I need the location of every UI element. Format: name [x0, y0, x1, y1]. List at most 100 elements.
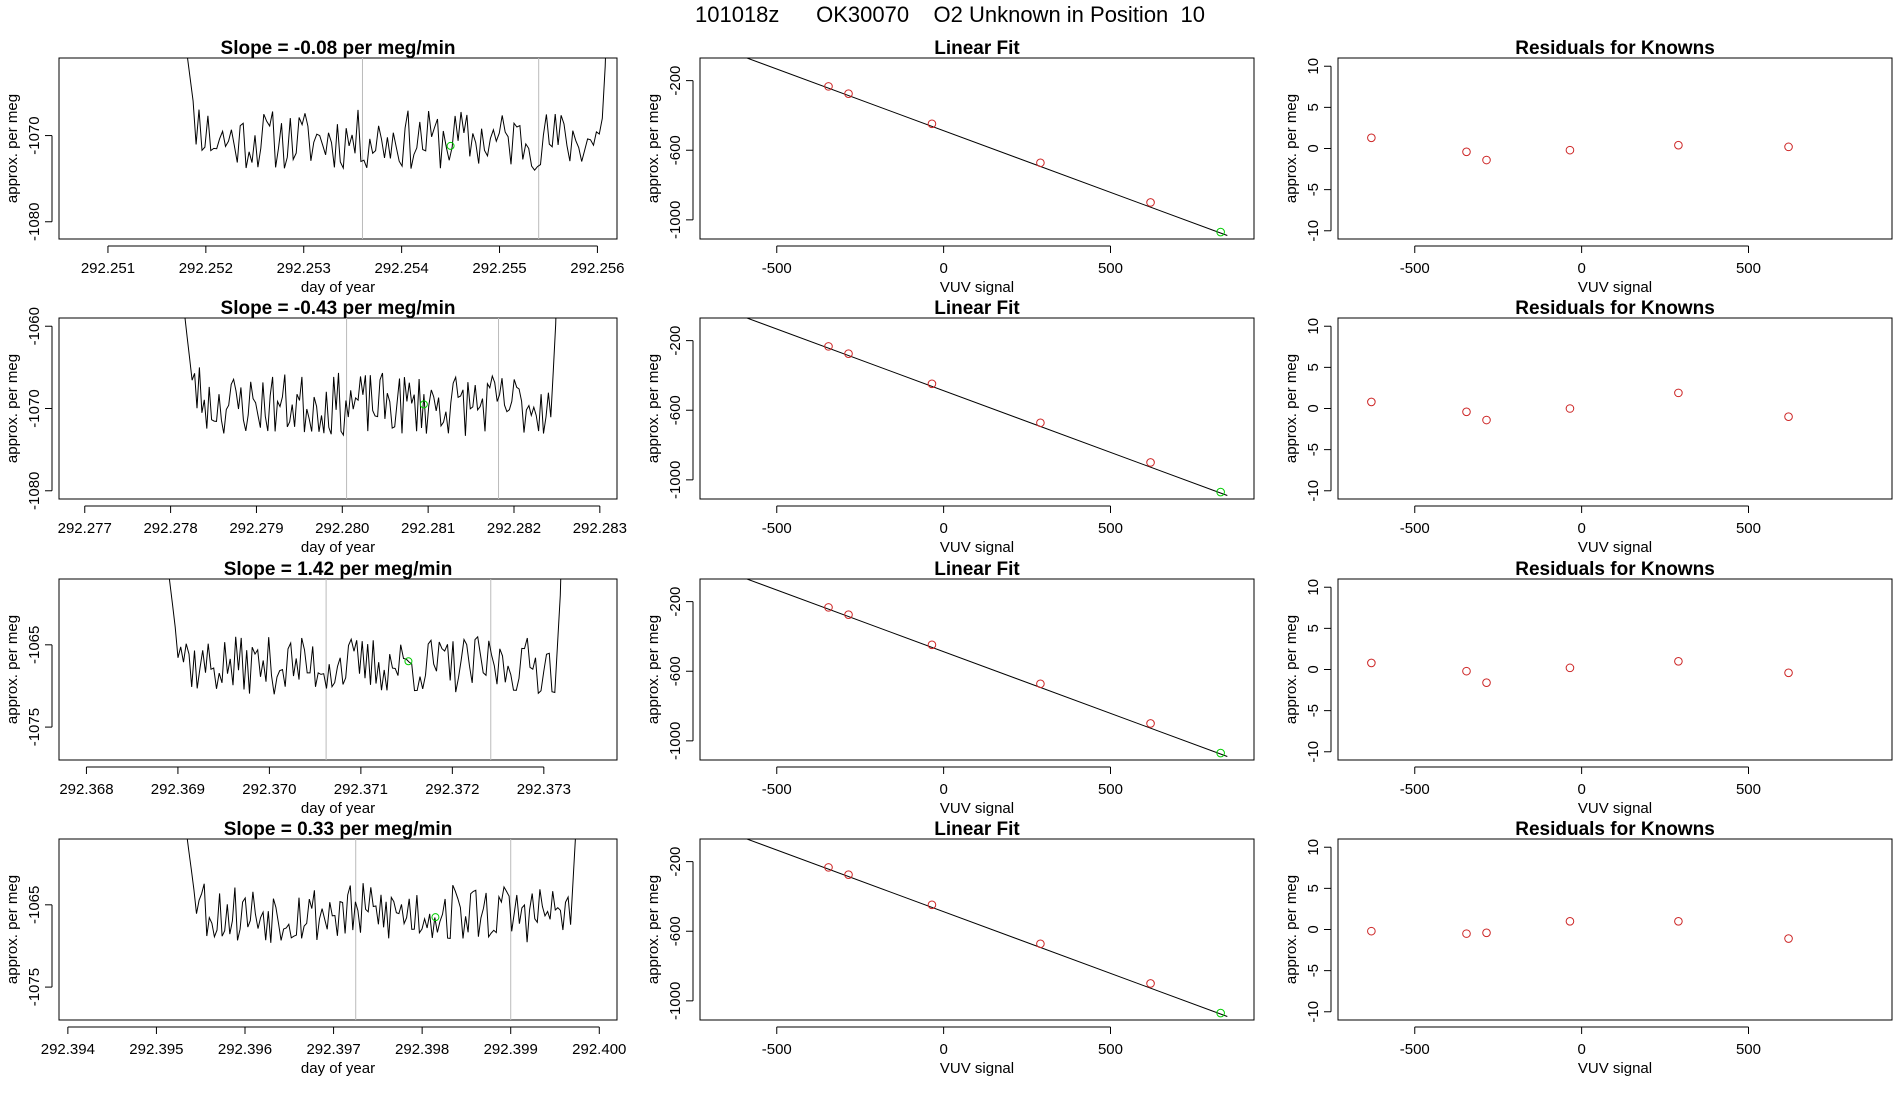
plot-box [699, 57, 1255, 240]
panel-title: Slope = -0.43 per meg/min [221, 298, 456, 319]
x-tick-label: 292.368 [59, 781, 113, 798]
known-point [824, 603, 833, 612]
y-tick-label: 5 [1305, 884, 1322, 892]
known-point [1482, 415, 1491, 425]
x-tick-label: -500 [1400, 520, 1430, 537]
y-tick-label: -1080 [26, 472, 43, 510]
y-tick-label: -200 [667, 326, 684, 356]
x-tick-label: 292.254 [375, 260, 429, 277]
y-tick-label: -5 [1305, 443, 1322, 456]
known-point [1036, 418, 1045, 428]
panel-title: Residuals for Knowns [1515, 38, 1715, 59]
x-tick-label: 292.399 [484, 1041, 538, 1058]
known-point [1462, 929, 1471, 938]
x-axis-label: VUV signal [1578, 1060, 1652, 1077]
y-tick-label: 0 [1305, 925, 1322, 933]
y-tick-label: -600 [667, 135, 684, 165]
x-tick-label: 292.396 [218, 1041, 272, 1058]
x-tick-label: 292.282 [487, 520, 541, 537]
x-tick-label: -500 [762, 781, 792, 798]
y-tick-label: 10 [1305, 579, 1322, 596]
panel-title: Slope = -0.08 per meg/min [221, 38, 456, 59]
x-tick-label: 292.255 [472, 260, 526, 277]
x-tick-label: 292.397 [306, 1041, 360, 1058]
plot-box [58, 578, 618, 761]
panel-title: Residuals for Knowns [1515, 298, 1715, 319]
x-tick-label: 500 [1736, 520, 1761, 537]
y-axis-label: approx. per meg [1283, 354, 1300, 463]
x-tick-label: 0 [939, 260, 947, 277]
y-axis-label: approx. per meg [645, 615, 662, 724]
known-point [1462, 147, 1471, 157]
known-point [844, 610, 853, 619]
x-tick-label: 500 [1098, 781, 1123, 798]
y-tick-label: -1080 [26, 203, 43, 241]
plot-box [58, 57, 618, 240]
known-point [1784, 934, 1793, 943]
y-tick-label: -5 [1305, 183, 1322, 196]
panel-3-2: Linear Fit -500 0 500 VUV signal -1000 -600 -20… [645, 559, 1255, 817]
known-point [1674, 656, 1683, 666]
x-axis-label: day of year [301, 1060, 375, 1077]
plot-box [699, 838, 1255, 1021]
known-point [927, 379, 937, 389]
panel-1-1: Slope = -0.08 per meg/min 292.251 292.252 2… [4, 38, 625, 296]
known-point [1367, 397, 1376, 407]
plot-area [730, 830, 1228, 1018]
panel-title: Linear Fit [934, 819, 1020, 840]
signal-trace [184, 318, 557, 437]
x-axis-label: day of year [301, 539, 375, 556]
known-point [1784, 142, 1793, 152]
known-point [730, 830, 738, 838]
unknown-point [419, 400, 428, 409]
known-point [1565, 663, 1575, 673]
y-axis-label: approx. per meg [4, 615, 21, 724]
known-point [1036, 158, 1045, 168]
panel-2-3: Residuals for Knowns -500 0 500 VUV signal -1… [1283, 298, 1893, 556]
y-axis-label: approx. per meg [4, 94, 21, 203]
y-axis-label: approx. per meg [4, 875, 21, 984]
fit-line [745, 579, 1228, 757]
y-tick-label: 10 [1305, 318, 1322, 335]
known-point [844, 870, 853, 879]
x-tick-label: 0 [1577, 781, 1585, 798]
plot-area [1367, 388, 1793, 425]
x-axis-label: VUV signal [940, 279, 1014, 296]
known-point [730, 309, 738, 317]
y-tick-label: -1070 [26, 389, 43, 427]
known-point [1482, 678, 1491, 687]
plot-area [184, 318, 557, 499]
x-tick-label: 292.398 [395, 1041, 449, 1058]
y-tick-label: -600 [667, 916, 684, 946]
x-tick-label: 500 [1098, 260, 1123, 277]
y-tick-label: 5 [1305, 624, 1322, 632]
x-axis-label: VUV signal [940, 800, 1014, 817]
x-tick-label: 292.394 [41, 1041, 95, 1058]
y-tick-label: 5 [1305, 363, 1322, 371]
x-tick-label: 292.395 [129, 1041, 183, 1058]
y-tick-label: 0 [1305, 404, 1322, 412]
x-tick-label: 292.252 [179, 260, 233, 277]
y-axis-label: approx. per meg [645, 354, 662, 463]
plot-box [1337, 317, 1893, 500]
known-point [1784, 668, 1793, 678]
unknown-point [1216, 748, 1225, 758]
plot-area [186, 839, 576, 1020]
x-tick-label: 292.278 [143, 520, 197, 537]
y-tick-label: -10 [1305, 741, 1322, 763]
x-tick-label: 292.371 [334, 781, 388, 798]
x-axis-label: VUV signal [1578, 800, 1652, 817]
plot-area [745, 579, 1228, 758]
x-tick-label: 292.373 [517, 781, 571, 798]
panel-title: Slope = 0.33 per meg/min [224, 819, 453, 840]
known-point [927, 900, 937, 910]
x-axis-label: VUV signal [1578, 539, 1652, 556]
known-point [1462, 666, 1471, 676]
unknown-point [1216, 487, 1225, 497]
y-tick-label: -1065 [26, 886, 43, 924]
plot-area [1367, 656, 1793, 687]
unknown-point [1216, 227, 1225, 237]
fit-line [745, 839, 1228, 1017]
panel-title: Residuals for Knowns [1515, 819, 1715, 840]
y-tick-label: -1065 [26, 626, 43, 664]
